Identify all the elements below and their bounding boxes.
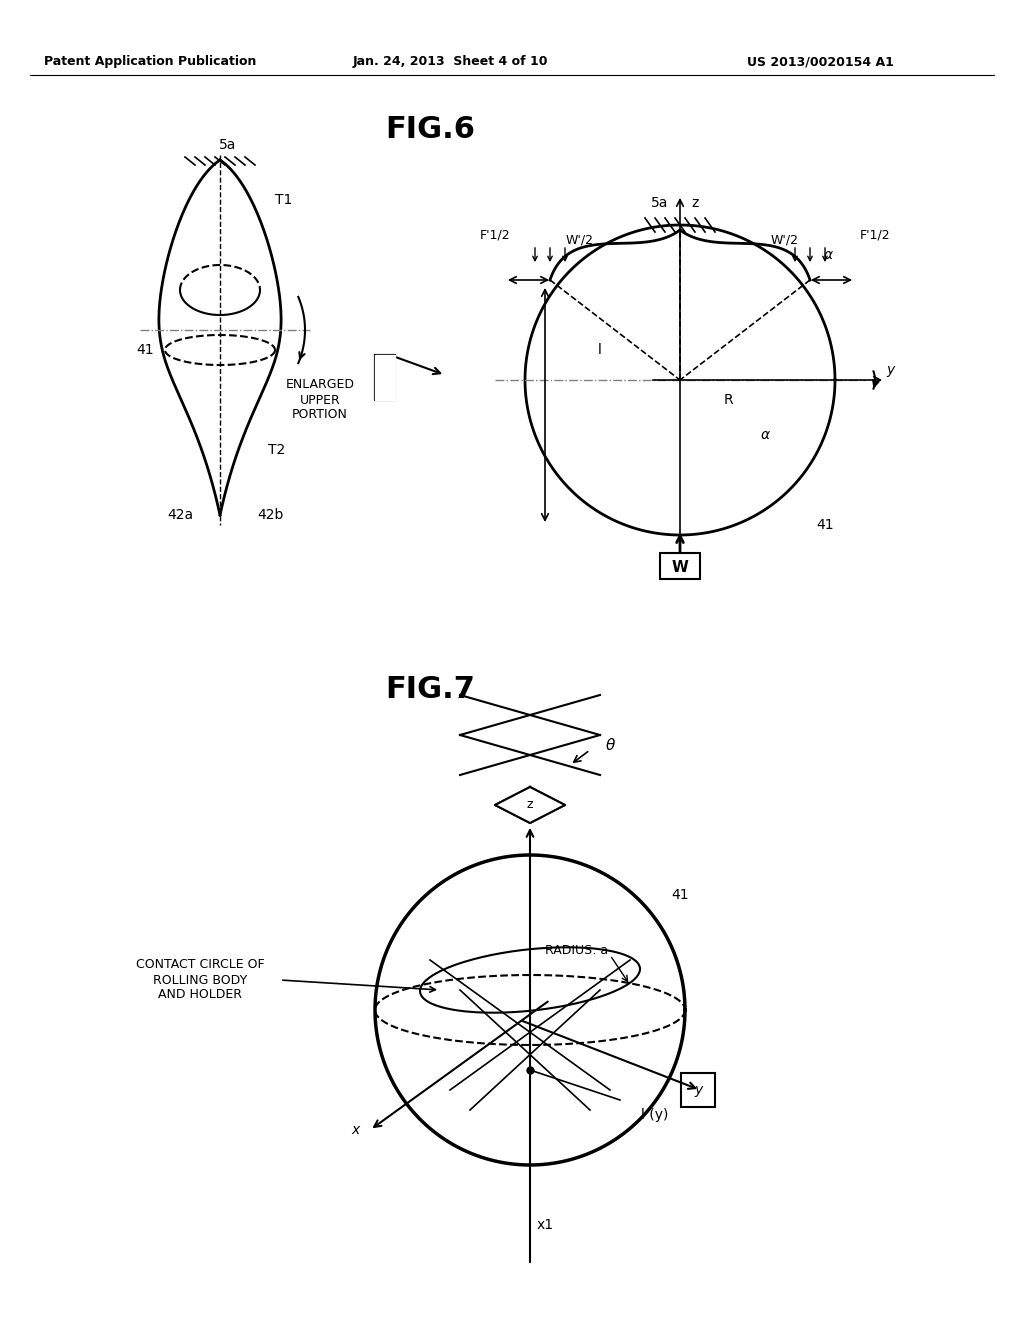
- Text: US 2013/0020154 A1: US 2013/0020154 A1: [746, 55, 893, 69]
- Text: z: z: [691, 195, 698, 210]
- Text: α: α: [823, 248, 833, 261]
- Polygon shape: [375, 355, 395, 400]
- Text: Jan. 24, 2013  Sheet 4 of 10: Jan. 24, 2013 Sheet 4 of 10: [352, 55, 548, 69]
- Text: x1: x1: [537, 1218, 554, 1232]
- Text: 42b: 42b: [257, 508, 284, 521]
- Text: FIG.6: FIG.6: [385, 116, 475, 144]
- Text: R: R: [723, 393, 733, 407]
- Text: T1: T1: [275, 193, 293, 207]
- Text: 5a: 5a: [651, 195, 669, 210]
- Text: F'1/2: F'1/2: [479, 228, 510, 242]
- Text: T2: T2: [268, 444, 286, 457]
- Text: θ: θ: [605, 738, 614, 752]
- Text: l: l: [598, 343, 602, 356]
- Polygon shape: [495, 787, 565, 822]
- Text: y: y: [694, 1082, 702, 1097]
- Text: 41: 41: [136, 343, 154, 356]
- FancyBboxPatch shape: [660, 553, 700, 579]
- Text: W: W: [672, 560, 688, 574]
- Text: Patent Application Publication: Patent Application Publication: [44, 55, 256, 69]
- Text: RADIUS: a: RADIUS: a: [545, 944, 608, 957]
- Text: 5a: 5a: [219, 139, 237, 152]
- Text: 41: 41: [671, 888, 689, 902]
- Text: 41: 41: [816, 517, 834, 532]
- Text: z: z: [526, 799, 534, 812]
- Text: FIG.7: FIG.7: [385, 676, 475, 705]
- Text: W'/2: W'/2: [771, 234, 799, 247]
- Text: CONTACT CIRCLE OF
ROLLING BODY
AND HOLDER: CONTACT CIRCLE OF ROLLING BODY AND HOLDE…: [136, 958, 264, 1002]
- Text: W'/2: W'/2: [566, 234, 594, 247]
- Text: x: x: [351, 1123, 359, 1137]
- Text: 42a: 42a: [167, 508, 194, 521]
- FancyBboxPatch shape: [681, 1073, 715, 1107]
- Text: l (y): l (y): [641, 1107, 669, 1122]
- Text: ENLARGED
UPPER
PORTION: ENLARGED UPPER PORTION: [286, 379, 354, 421]
- Text: y: y: [886, 363, 894, 378]
- Text: α: α: [761, 428, 770, 442]
- Text: F'1/2: F'1/2: [860, 228, 890, 242]
